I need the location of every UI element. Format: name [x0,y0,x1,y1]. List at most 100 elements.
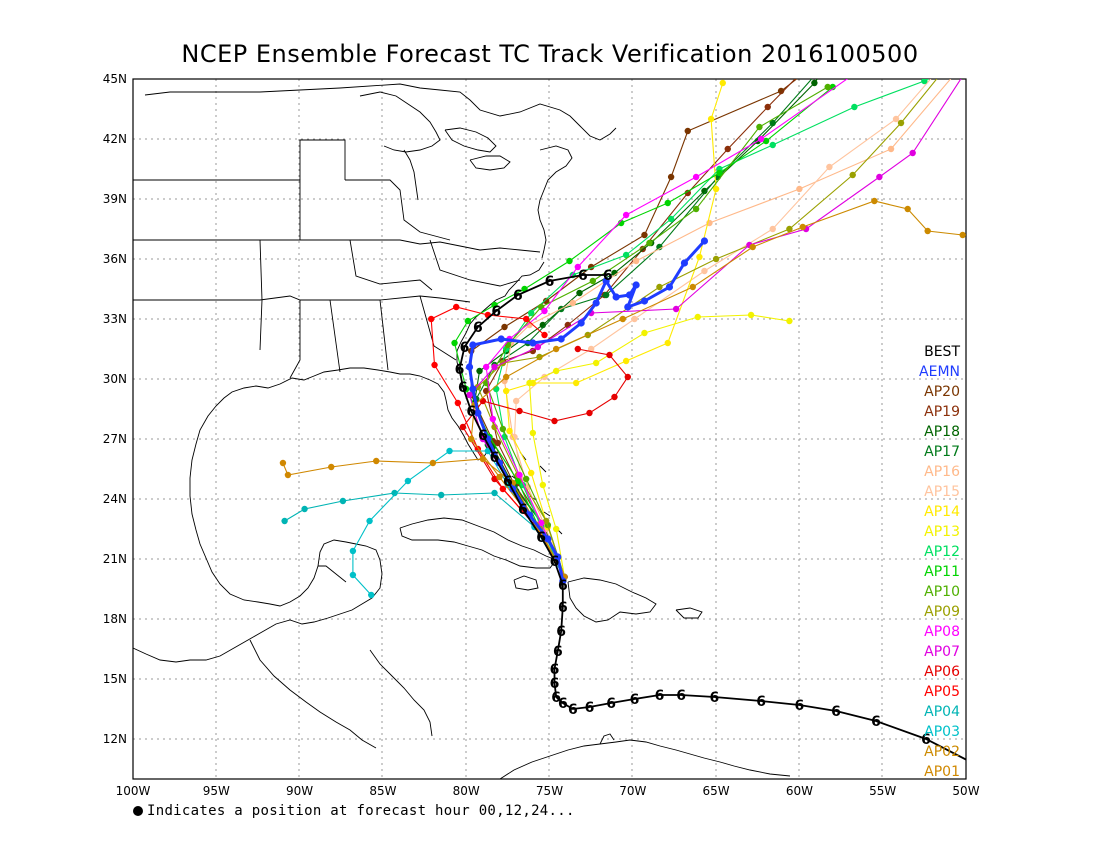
footnote: Indicates a position at forecast hour 00… [133,803,575,819]
hurricane-symbol-icon: 6 [585,700,595,716]
track-point [587,345,595,353]
track-point [496,473,503,481]
track-point [492,385,500,393]
track-ap10 [482,83,831,581]
track-point [848,30,854,36]
hurricane-symbol-icon: 6 [460,340,470,356]
track-point [529,429,537,437]
hurricane-symbol-icon: 6 [871,714,881,730]
y-tick-label: 24N [103,492,127,506]
legend-item-aemn: AEMN [919,364,960,380]
track-point [632,281,640,289]
y-tick-label: 30N [103,372,127,386]
track-point [438,491,445,499]
track-point [479,397,487,405]
track-point [301,505,308,513]
track-point [631,315,638,323]
hurricane-symbol-icon: 6 [545,274,555,290]
y-tick-label: 15N [103,672,127,686]
track-point [552,345,560,353]
track-point [701,187,708,195]
track-point [849,171,856,179]
track-point [973,46,979,52]
track-point [632,257,640,265]
track-point [284,471,292,479]
legend-item-ap06: AP06 [924,664,960,680]
x-tick-label: 75W [536,784,563,798]
legend: BEST AEMN AP20 AP19 AP18 AP17 AP16 AP15 AP14 AP13… [900,342,960,782]
legend-item-ap10: AP10 [924,584,960,600]
hurricane-symbol-icon: 6 [513,288,523,304]
track-point [612,293,620,301]
track-point [592,299,600,307]
track-point [491,301,498,309]
track-point [446,447,453,455]
track-line-ap20 [470,79,798,578]
track-point [504,341,512,349]
track-point [467,435,475,443]
track-point [769,119,776,127]
track-point [924,227,931,235]
legend-item-ap03: AP03 [924,724,960,740]
track-point [484,447,492,455]
y-tick-label: 42N [103,132,127,146]
track-point [749,243,756,251]
track-point [529,347,537,355]
track-point [544,535,552,543]
track-point [482,363,490,371]
track-point [786,317,793,325]
track-point [625,291,634,299]
track-point [667,215,675,223]
track-point [491,489,498,497]
hurricane-symbol-icon: 6 [568,702,578,718]
track-point [281,517,288,525]
track-point [897,119,905,127]
hurricane-symbol-icon: 6 [795,698,805,714]
track-point [534,343,542,351]
track-point [764,103,771,111]
hurricane-symbol-icon: 6 [756,694,766,710]
track-point [368,591,375,599]
track-line-ap10 [485,86,828,578]
track-point [339,497,347,505]
track-point [522,315,530,323]
track-point [777,87,785,95]
track-point [557,335,565,343]
hurricane-symbol-icon: 6 [550,662,560,678]
track-point [936,66,942,72]
track-point [514,477,522,485]
y-tick-label: 36N [103,252,127,266]
track-point [542,297,550,305]
track-point [606,351,613,359]
track-point [574,263,582,271]
track-point [646,239,653,247]
track-point [502,373,510,381]
hurricane-symbol-icon: 6 [556,624,566,640]
track-point [551,417,558,425]
track-point [624,373,632,381]
track-point [624,303,632,311]
track-point [279,459,287,467]
hurricane-symbol-icon: 6 [518,502,528,518]
legend-item-ap17: AP17 [924,444,960,460]
track-line-best [458,274,966,761]
track-point [454,399,462,407]
legend-item-ap04: AP04 [924,704,960,720]
track-point [516,471,523,479]
track-point [829,83,836,91]
track-point [719,79,726,87]
track-point [611,393,618,401]
track-point [796,185,803,193]
track-point [542,517,550,525]
hurricane-symbol-icon: 6 [630,692,640,708]
track-point [566,257,573,265]
track-point [516,407,523,415]
track-point [328,463,335,471]
x-tick-label: 85W [369,784,396,798]
legend-item-ap19: AP19 [924,404,960,420]
track-point [786,225,793,233]
track-point [892,115,900,123]
track-point [572,379,580,387]
